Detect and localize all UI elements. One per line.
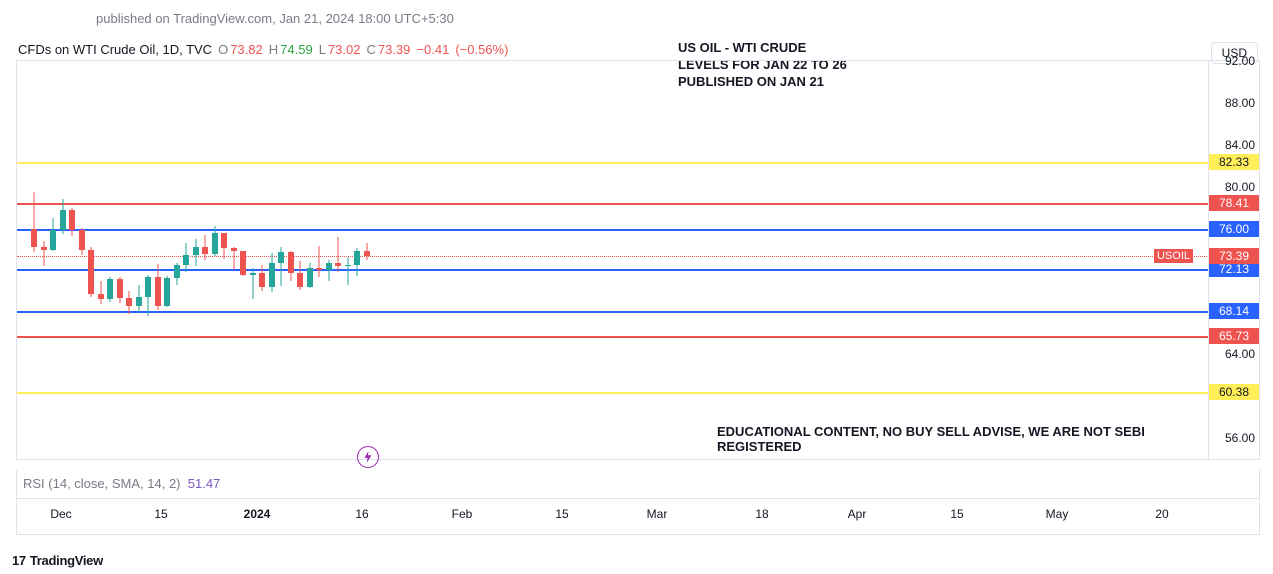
disclaimer-text: EDUCATIONAL CONTENT, NO BUY SELL ADVISE,… bbox=[717, 424, 1209, 454]
horizontal-level-line bbox=[17, 269, 1209, 271]
chart-container: published on TradingView.com, Jan 21, 20… bbox=[0, 0, 1273, 574]
time-tick: 2024 bbox=[244, 507, 271, 521]
ohlc-close: 73.39 bbox=[366, 42, 410, 57]
time-tick: Apr bbox=[848, 507, 867, 521]
rsi-panel[interactable]: RSI (14, close, SMA, 14, 2) 51.47 bbox=[16, 470, 1260, 499]
level-label: 65.73 bbox=[1209, 328, 1259, 344]
price-axis[interactable]: 56.0060.0064.0068.0072.0076.0080.0084.00… bbox=[1208, 60, 1260, 460]
horizontal-level-line bbox=[17, 203, 1209, 205]
horizontal-level-line bbox=[17, 162, 1209, 164]
tv-icon: 17 bbox=[12, 553, 26, 568]
time-tick: May bbox=[1046, 507, 1069, 521]
time-tick: Feb bbox=[452, 507, 473, 521]
time-tick: 15 bbox=[950, 507, 963, 521]
change-pct: (−0.56%) bbox=[455, 42, 508, 57]
price-tick: 80.00 bbox=[1225, 180, 1255, 194]
rsi-label: RSI (14, close, SMA, 14, 2) 51.47 bbox=[23, 476, 220, 491]
tradingview-logo: 17 TradingView bbox=[12, 553, 103, 568]
level-label: 78.41 bbox=[1209, 195, 1259, 211]
time-tick: Dec bbox=[50, 507, 71, 521]
flash-icon[interactable] bbox=[357, 446, 379, 468]
time-tick: 18 bbox=[755, 507, 768, 521]
time-tick: 16 bbox=[355, 507, 368, 521]
rsi-label-text: RSI (14, close, SMA, 14, 2) bbox=[23, 476, 181, 491]
level-label: 82.33 bbox=[1209, 154, 1259, 170]
time-tick: Mar bbox=[647, 507, 668, 521]
price-tick: 88.00 bbox=[1225, 96, 1255, 110]
level-label: 60.38 bbox=[1209, 384, 1259, 400]
time-tick: 15 bbox=[154, 507, 167, 521]
ohlc-open: 73.82 bbox=[218, 42, 263, 57]
logo-text: TradingView bbox=[30, 553, 103, 568]
change: −0.41 bbox=[416, 42, 449, 57]
time-tick: 15 bbox=[555, 507, 568, 521]
horizontal-level-line bbox=[17, 392, 1209, 394]
horizontal-level-line bbox=[17, 229, 1209, 231]
title-line-1: US OIL - WTI CRUDE bbox=[678, 40, 847, 57]
price-tick: 64.00 bbox=[1225, 347, 1255, 361]
time-axis[interactable]: Dec 15 2024 16 Feb 15 Mar 18 Apr 15 May 20 bbox=[16, 498, 1260, 535]
price-tick: 92.00 bbox=[1225, 54, 1255, 68]
symbol-name: CFDs on WTI Crude Oil, 1D, TVC bbox=[18, 42, 212, 57]
level-label: 68.14 bbox=[1209, 303, 1259, 319]
ohlc-low: 73.02 bbox=[319, 42, 361, 57]
symbol-badge: USOIL bbox=[1154, 249, 1193, 263]
level-label: 76.00 bbox=[1209, 221, 1259, 237]
publish-info: published on TradingView.com, Jan 21, 20… bbox=[96, 11, 454, 26]
horizontal-level-line bbox=[17, 336, 1209, 338]
price-tick: 56.00 bbox=[1225, 431, 1255, 445]
chart-area[interactable]: USOIL EDUCATIONAL CONTENT, NO BUY SELL AD… bbox=[16, 60, 1209, 460]
price-tick: 84.00 bbox=[1225, 138, 1255, 152]
horizontal-level-line bbox=[17, 311, 1209, 313]
rsi-value: 51.47 bbox=[188, 476, 221, 491]
symbol-row: CFDs on WTI Crude Oil, 1D, TVC 73.82 74.… bbox=[18, 42, 508, 57]
time-tick: 20 bbox=[1155, 507, 1168, 521]
current-price-label: 73.39 bbox=[1209, 248, 1259, 264]
ohlc-high: 74.59 bbox=[269, 42, 313, 57]
